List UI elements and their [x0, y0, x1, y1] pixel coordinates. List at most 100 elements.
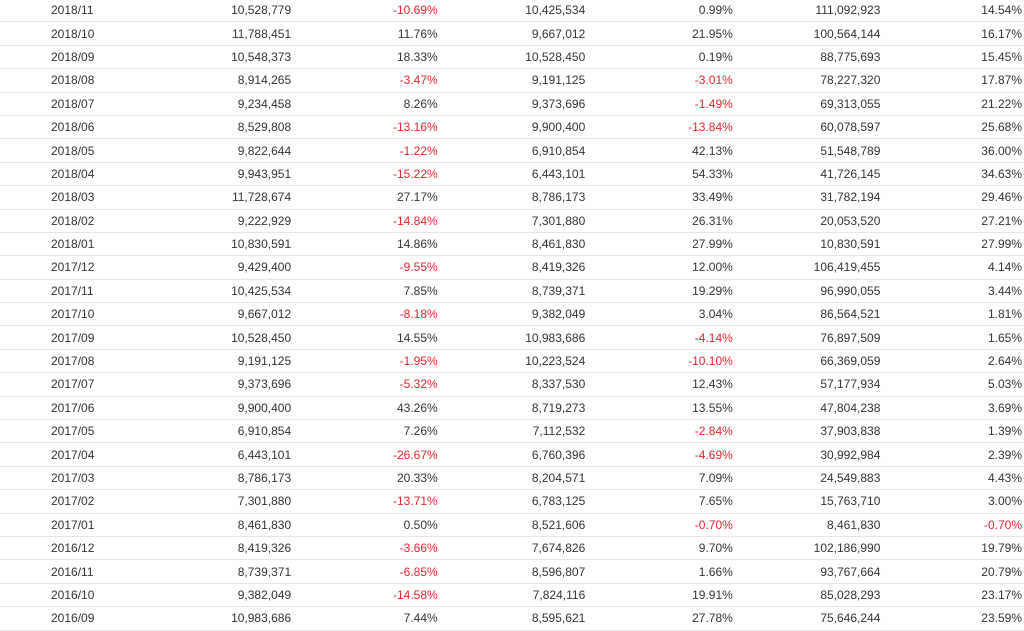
cell-change: 0.50% [291, 513, 438, 537]
cell-yoy: -3.01% [585, 68, 733, 93]
table-row: 2018/08 8,914,265 -3.47% 9,191,125 -3.01% 78,… [0, 68, 1024, 93]
cell-cumulative: 66,369,059 [732, 349, 881, 374]
cell-month: 2016/09 [0, 606, 201, 631]
cell-cum-yoy: 25.68% [880, 115, 1024, 140]
cell-change: 43.26% [291, 396, 438, 421]
cell-yoy: 0.99% [585, 0, 733, 23]
cell-change: 20.33% [291, 466, 438, 491]
cell-cum-yoy: 1.81% [880, 302, 1024, 327]
cell-yoy: 9.70% [585, 536, 733, 561]
cell-prev-value: 9,667,012 [437, 21, 586, 46]
cell-prev-value: 8,461,830 [437, 232, 586, 257]
cell-yoy: 19.29% [585, 279, 733, 304]
cell-yoy: 0.19% [585, 45, 733, 70]
table-row: 2018/01 10,830,591 14.86% 8,461,830 27.99% 10… [0, 232, 1024, 257]
cell-cumulative: 85,028,293 [732, 583, 881, 608]
cell-cum-yoy: 3.69% [880, 396, 1024, 421]
cell-cum-yoy: 3.44% [880, 279, 1024, 304]
table-row: 2017/12 9,429,400 -9.55% 8,419,326 12.00% 106… [0, 255, 1024, 280]
cell-cum-yoy: 2.64% [880, 349, 1024, 374]
cell-value: 10,548,373 [200, 45, 292, 70]
cell-month: 2018/07 [0, 92, 201, 116]
cell-change: -9.55% [291, 255, 438, 280]
cell-cumulative: 86,564,521 [732, 302, 881, 327]
cell-change: -26.67% [291, 442, 438, 467]
cell-prev-value: 7,674,826 [437, 536, 586, 561]
cell-value: 11,788,451 [200, 21, 292, 46]
cell-cumulative: 57,177,934 [732, 372, 881, 397]
cell-month: 2017/06 [0, 396, 201, 421]
table-row: 2018/05 9,822,644 -1.22% 6,910,854 42.13% 51,… [0, 138, 1024, 163]
cell-cum-yoy: 23.17% [880, 583, 1024, 608]
cell-cumulative: 102,186,990 [732, 536, 881, 561]
table-row: 2017/04 6,443,101 -26.67% 6,760,396 -4.69% 30… [0, 442, 1024, 467]
cell-month: 2018/03 [0, 185, 201, 210]
cell-yoy: 19.91% [585, 583, 733, 608]
cell-yoy: -4.14% [585, 325, 733, 350]
table-row: 2017/08 9,191,125 -1.95% 10,223,524 -10.10% 6… [0, 349, 1024, 374]
cell-cum-yoy: 16.17% [880, 21, 1024, 46]
cell-cum-yoy: 3.00% [880, 489, 1024, 514]
cell-change: -14.84% [291, 209, 438, 233]
cell-yoy: 1.66% [585, 559, 733, 584]
cell-change: -3.47% [291, 68, 438, 93]
cell-prev-value: 9,900,400 [437, 115, 586, 140]
cell-value: 6,910,854 [200, 419, 292, 444]
cell-cumulative: 88,775,693 [732, 45, 881, 70]
cell-yoy: 21.95% [585, 21, 733, 46]
cell-value: 9,382,049 [200, 583, 292, 608]
cell-yoy: -4.69% [585, 442, 733, 467]
cell-prev-value: 10,223,524 [437, 349, 586, 374]
cell-yoy: 42.13% [585, 138, 733, 163]
cell-cum-yoy: 5.03% [880, 372, 1024, 397]
table-row: 2018/06 8,529,808 -13.16% 9,900,400 -13.84% 6… [0, 115, 1024, 140]
table-row: 2016/12 8,419,326 -3.66% 7,674,826 9.70% 102,… [0, 536, 1024, 561]
cell-cum-yoy: 4.14% [880, 255, 1024, 280]
cell-change: -1.95% [291, 349, 438, 374]
table-row: 2018/10 11,788,451 11.76% 9,667,012 21.95% 10… [0, 21, 1024, 46]
table-row: 2017/06 9,900,400 43.26% 8,719,273 13.55% 47,… [0, 396, 1024, 421]
cell-value: 9,373,696 [200, 372, 292, 397]
table-row: 2017/10 9,667,012 -8.18% 9,382,049 3.04% 86,5… [0, 302, 1024, 327]
cell-yoy: -0.70% [585, 513, 733, 537]
cell-cumulative: 47,804,238 [732, 396, 881, 421]
cell-value: 10,983,686 [200, 606, 292, 631]
cell-month: 2017/09 [0, 325, 201, 350]
cell-yoy: -10.10% [585, 349, 733, 374]
cell-value: 7,301,880 [200, 489, 292, 514]
cell-cumulative: 75,646,244 [732, 606, 881, 631]
cell-value: 10,830,591 [200, 232, 292, 257]
cell-cum-yoy: 17.87% [880, 68, 1024, 93]
cell-month: 2017/07 [0, 372, 201, 397]
cell-month: 2018/05 [0, 138, 201, 163]
cell-value: 6,443,101 [200, 442, 292, 467]
cell-value: 8,419,326 [200, 536, 292, 561]
cell-prev-value: 9,382,049 [437, 302, 586, 327]
cell-change: 27.17% [291, 185, 438, 210]
table-row: 2018/02 9,222,929 -14.84% 7,301,880 26.31% 20… [0, 209, 1024, 233]
cell-yoy: 7.09% [585, 466, 733, 491]
cell-cumulative: 96,990,055 [732, 279, 881, 304]
cell-prev-value: 8,595,621 [437, 606, 586, 631]
cell-cumulative: 15,763,710 [732, 489, 881, 514]
cell-cum-yoy: 4.43% [880, 466, 1024, 491]
cell-change: -1.22% [291, 138, 438, 163]
cell-change: 18.33% [291, 45, 438, 70]
cell-month: 2017/12 [0, 255, 201, 280]
cell-value: 9,191,125 [200, 349, 292, 374]
cell-value: 9,822,644 [200, 138, 292, 163]
table-row: 2018/04 9,943,951 -15.22% 6,443,101 54.33% 41… [0, 162, 1024, 187]
cell-month: 2017/10 [0, 302, 201, 327]
cell-month: 2017/02 [0, 489, 201, 514]
table-row: 2017/07 9,373,696 -5.32% 8,337,530 12.43% 57,… [0, 372, 1024, 397]
cell-change: 14.55% [291, 325, 438, 350]
cell-value: 10,528,779 [200, 0, 292, 23]
table-row: 2018/09 10,548,373 18.33% 10,528,450 0.19% 88… [0, 45, 1024, 70]
cell-prev-value: 9,373,696 [437, 92, 586, 116]
cell-change: 7.26% [291, 419, 438, 444]
cell-prev-value: 7,301,880 [437, 209, 586, 233]
cell-month: 2016/11 [0, 559, 201, 584]
cell-yoy: 54.33% [585, 162, 733, 187]
cell-prev-value: 8,719,273 [437, 396, 586, 421]
cell-cum-yoy: -0.70% [880, 513, 1024, 537]
